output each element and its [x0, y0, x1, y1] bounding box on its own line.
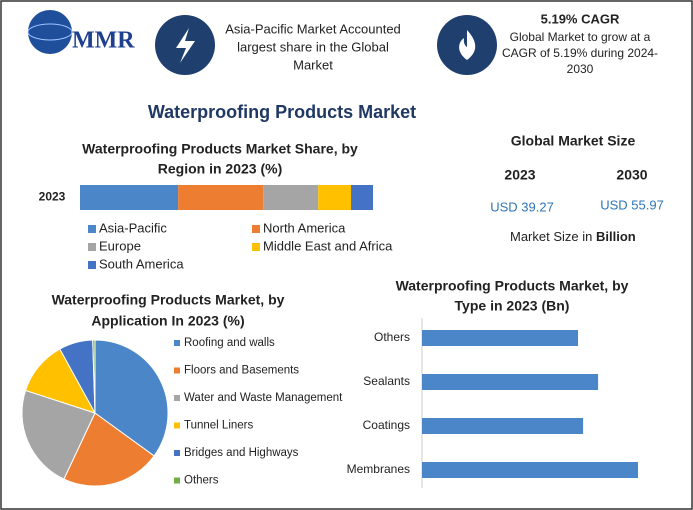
bar-segment	[351, 185, 373, 210]
size-unit: Billion	[596, 229, 636, 244]
chart-title: Waterproofing Products Market, by	[396, 278, 629, 294]
legend-label: Roofing and walls	[184, 337, 275, 349]
y-tick-label: Coatings	[363, 418, 410, 432]
y-tick-label: Membranes	[347, 462, 410, 476]
chart-title: Waterproofing Products Market Share, by	[82, 141, 358, 157]
pie-slice	[92, 339, 96, 414]
bar-segment	[263, 185, 319, 210]
legend-label: Europe	[99, 238, 141, 253]
cagr-title: 5.19% CAGR	[541, 11, 620, 26]
legend-label: Tunnel Liners	[184, 420, 254, 432]
cagr-text: CAGR of 5.19% during 2024-	[502, 46, 658, 60]
flame	[459, 30, 476, 60]
legend-label: South America	[99, 256, 184, 271]
highlight-text: largest share in the Global	[237, 39, 389, 54]
legend-label: Floors and Basements	[184, 365, 299, 377]
logo-orbit	[27, 23, 73, 41]
size-value: USD 55.97	[600, 197, 664, 212]
highlight-text: Asia-Pacific Market Accounted	[225, 21, 401, 36]
logo-globe	[28, 10, 72, 54]
legend-swatch	[174, 395, 180, 401]
legend-label: North America	[263, 220, 346, 235]
legend-swatch	[174, 422, 180, 429]
size-year: 2023	[504, 167, 535, 183]
size-note: Market Size in Billion	[510, 229, 636, 244]
y-tick-label: Others	[374, 330, 410, 344]
size-year: 2030	[616, 167, 647, 183]
legend-swatch	[88, 243, 96, 251]
main-title: Waterproofing Products Market	[148, 102, 416, 122]
highlight-text: Market	[293, 57, 333, 72]
legend-swatch	[252, 243, 260, 251]
bar-segment	[80, 185, 179, 210]
legend-swatch	[174, 340, 180, 346]
size-title: Global Market Size	[511, 133, 636, 149]
bar	[422, 374, 599, 390]
bolt	[176, 28, 195, 63]
cagr-text: 2030	[567, 62, 594, 76]
bar-segment	[318, 185, 352, 210]
legend-label: Bridges and Highways	[184, 447, 299, 459]
chart-title: Region in 2023 (%)	[158, 161, 282, 177]
pie-slice	[94, 339, 169, 457]
legend-swatch	[88, 225, 96, 233]
pie-slice	[21, 389, 96, 480]
legend-swatch	[174, 450, 180, 456]
chart-title: Waterproofing Products Market, by	[52, 292, 285, 308]
y-tick-label: 2023	[39, 190, 66, 204]
legend-swatch	[174, 367, 180, 374]
legend-label: Asia-Pacific	[99, 220, 167, 235]
bar	[422, 462, 638, 478]
legend-swatch	[252, 225, 260, 233]
size-note-text: Market Size in	[510, 229, 592, 244]
bar	[422, 418, 584, 434]
chart-title: Application In 2023 (%)	[91, 313, 244, 329]
legend-swatch	[174, 477, 180, 484]
size-value: USD 39.27	[490, 199, 554, 214]
logo-text: MMR	[72, 28, 135, 54]
cagr-text: Global Market to grow at a	[510, 30, 651, 44]
legend-label: Water and Waste Management	[184, 392, 343, 404]
chart-title: Type in 2023 (Bn)	[455, 298, 570, 314]
bar-segment	[178, 185, 264, 210]
legend-label: Middle East and Africa	[263, 238, 393, 253]
legend-swatch	[88, 261, 96, 269]
legend-label: Others	[184, 475, 219, 487]
y-tick-label: Sealants	[363, 374, 410, 388]
bar	[422, 330, 579, 346]
